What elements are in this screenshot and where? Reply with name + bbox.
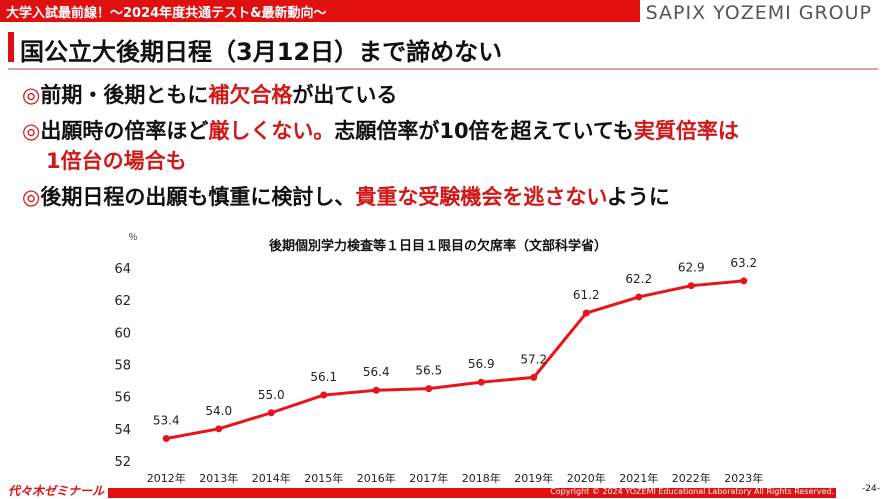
x-tick-label: 2016年 — [357, 471, 396, 485]
x-tick-label: 2022年 — [672, 471, 711, 485]
y-tick-label: 56 — [114, 391, 131, 406]
x-tick-label: 2020年 — [567, 471, 606, 485]
x-tick-label: 2018年 — [462, 471, 501, 485]
data-label: 56.9 — [468, 357, 495, 371]
x-tick-label: 2014年 — [252, 471, 291, 485]
data-label: 56.4 — [363, 365, 390, 379]
data-point — [582, 309, 590, 317]
bullet-1-text-a: 前期・後期ともに — [40, 83, 209, 107]
title-divider — [8, 68, 878, 70]
x-tick-label: 2019年 — [514, 471, 553, 485]
y-tick-label: 62 — [114, 294, 131, 309]
x-tick-label: 2013年 — [199, 471, 238, 485]
footer-bar — [108, 488, 836, 498]
data-point — [320, 391, 328, 399]
chart-title: 後期個別学力検査等１日目１限目の欠席率（文部科学省） — [269, 238, 607, 254]
data-label: 62.2 — [625, 272, 652, 286]
data-point — [530, 373, 538, 381]
data-point — [372, 386, 380, 394]
bullet-1-emphasis: 補欠合格 — [208, 83, 293, 107]
page-number: -24- — [862, 484, 880, 494]
x-tick-label: 2017年 — [409, 471, 448, 485]
bullet-3-emphasis: 貴重な受験機会を逃さない — [355, 185, 607, 209]
data-label: 56.1 — [310, 370, 337, 384]
data-point — [477, 378, 485, 386]
data-label: 55.0 — [258, 388, 285, 402]
bullet-3-mark: ◎ — [22, 185, 41, 209]
bullet-2-continued: 1倍台の場合も — [46, 146, 187, 176]
data-point — [425, 385, 433, 393]
bullet-3-text-b: ように — [606, 185, 670, 209]
bullet-2-mark: ◎ — [22, 119, 41, 143]
data-point — [215, 425, 223, 433]
data-label: 63.2 — [730, 256, 757, 270]
x-tick-label: 2023年 — [724, 471, 763, 485]
bullet-1: ◎前期・後期ともに補欠合格が出ている — [22, 80, 397, 110]
y-tick-label: 58 — [114, 359, 131, 374]
data-point — [267, 409, 275, 417]
title-accent — [8, 32, 14, 62]
data-label: 62.9 — [678, 261, 705, 275]
data-point — [687, 282, 695, 290]
data-label: 54.0 — [205, 404, 232, 418]
data-label: 61.2 — [573, 288, 600, 302]
footer-logo: 代々木ゼミナール — [8, 484, 105, 498]
data-label: 56.5 — [415, 364, 442, 378]
bullet-2-text-b: 志願倍率が10倍を超えていても — [334, 119, 634, 143]
series-line — [165, 279, 744, 440]
data-label: 57.2 — [520, 352, 547, 366]
bullet-3-text-a: 後期日程の出願も慎重に検討し、 — [40, 185, 356, 209]
x-tick-label: 2015年 — [304, 471, 343, 485]
bullet-2-text-a: 出願時の倍率ほど — [40, 119, 209, 143]
data-point — [740, 277, 748, 285]
y-tick-label: 52 — [114, 455, 131, 470]
x-tick-label: 2021年 — [619, 471, 658, 485]
footer-copyright: Copyright © 2024 YOZEMI Educational Labo… — [550, 487, 834, 496]
bullet-2-emphasis-c: 1倍台の場合も — [46, 149, 187, 173]
header-banner: 大学入試最前線！～2024年度共通テスト&最新動向～ — [0, 0, 640, 22]
y-tick-label: 64 — [114, 262, 131, 277]
data-point — [635, 293, 643, 301]
y-tick-label: 54 — [114, 423, 131, 438]
bullet-2: ◎出願時の倍率ほど厳しくない。志願倍率が10倍を超えていても実質倍率は — [22, 116, 739, 146]
brand-logo-text: SAPIX YOZEMI GROUP — [645, 2, 872, 24]
y-tick-label: 60 — [114, 326, 131, 341]
bullet-2-emphasis-b: 実質倍率は — [633, 119, 739, 143]
data-label: 53.4 — [153, 413, 180, 427]
data-point — [162, 434, 170, 442]
slide-title: 国公立大後期日程（3月12日）まで諦めない — [20, 38, 503, 66]
y-axis-unit-label: ％ — [128, 232, 137, 243]
bullet-2-emphasis-a: 厳しくない。 — [208, 119, 335, 143]
header-banner-text: 大学入試最前線！～2024年度共通テスト&最新動向～ — [6, 6, 327, 21]
bullet-1-text-b: が出ている — [292, 83, 398, 107]
x-tick-label: 2012年 — [147, 471, 186, 485]
bullet-1-mark: ◎ — [22, 83, 41, 107]
bullet-3: ◎後期日程の出願も慎重に検討し、貴重な受験機会を逃さないように — [22, 182, 670, 212]
